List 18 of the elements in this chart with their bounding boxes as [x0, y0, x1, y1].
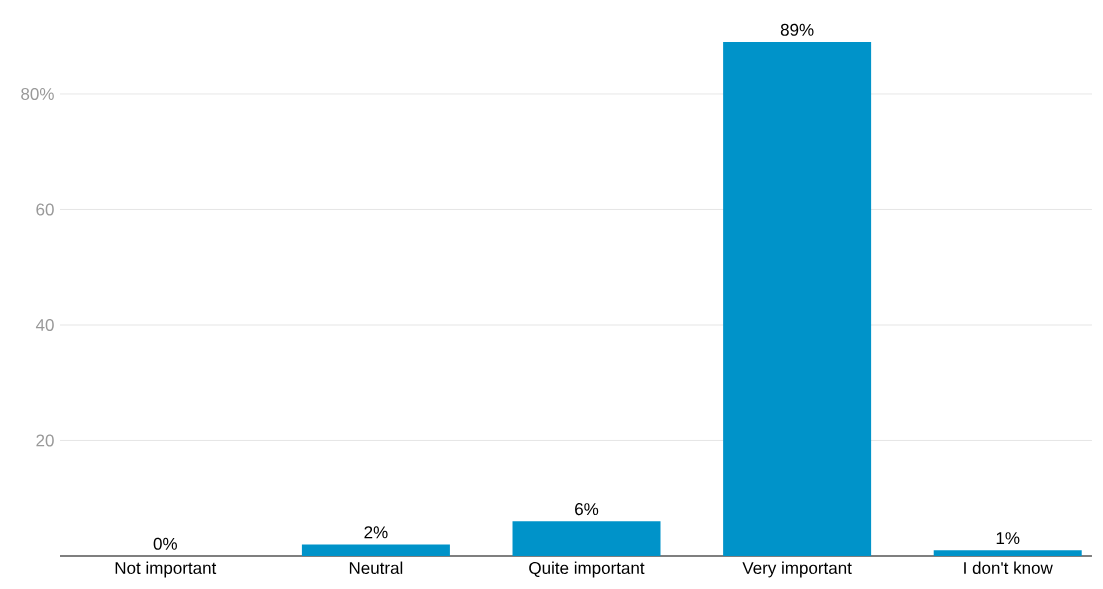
y-tick-label: 60: [36, 203, 54, 216]
y-tick-label: 80%: [21, 87, 54, 101]
data-label: 89%: [780, 23, 814, 36]
data-label: 0%: [153, 537, 177, 550]
x-tick-label: Not important: [115, 561, 217, 578]
bar: [512, 521, 661, 556]
data-label: 1%: [996, 532, 1020, 545]
y-tick-label: 40: [35, 318, 54, 332]
x-tick-label: I don't know: [964, 561, 1053, 575]
x-tick-label: Very important: [742, 561, 852, 578]
y-tick-label: 20: [36, 434, 54, 447]
x-tick-label: Quite important: [529, 561, 645, 578]
data-label: 2%: [364, 526, 388, 539]
bar: [933, 550, 1082, 556]
data-label: 6%: [575, 503, 599, 516]
x-tick-label: Neutral: [349, 561, 403, 575]
bar: [301, 544, 450, 556]
bar: [723, 42, 872, 556]
